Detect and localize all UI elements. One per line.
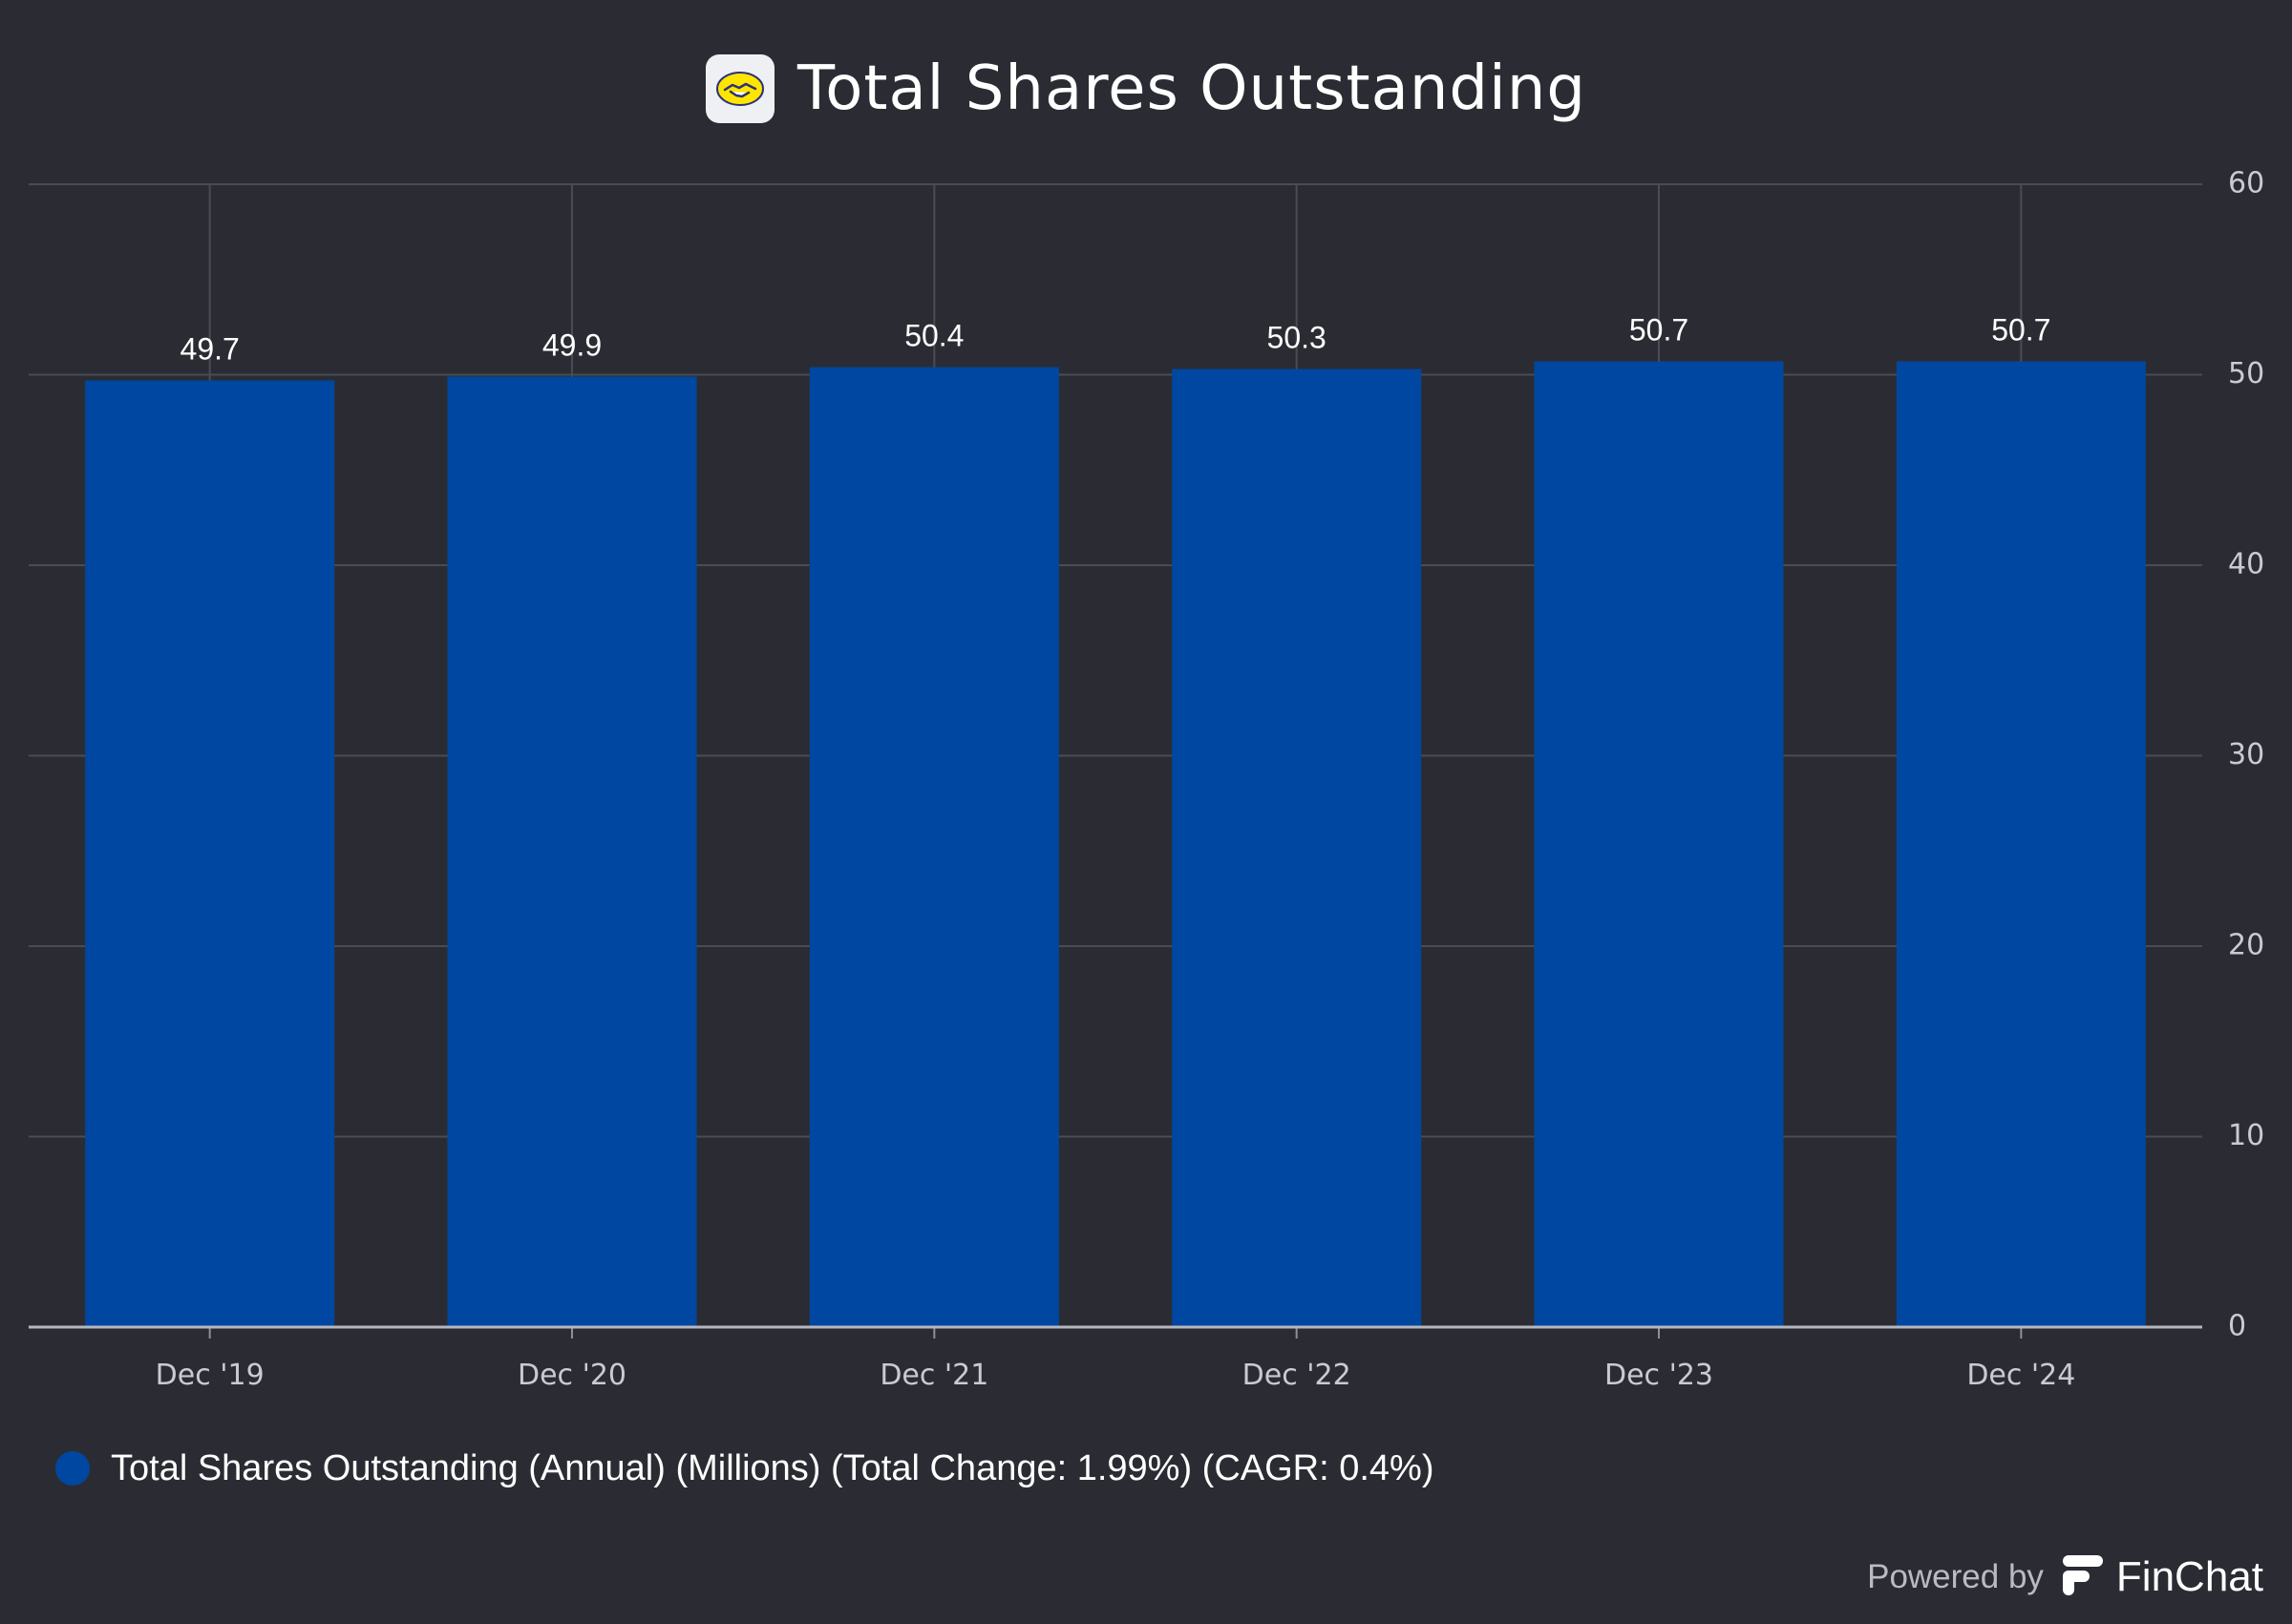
bar [447, 376, 697, 1327]
y-tick-label: 0 [2228, 1310, 2246, 1343]
x-tick-label: Dec '19 [156, 1359, 265, 1392]
bar-value-label: 50.3 [1267, 321, 1326, 355]
y-tick-label: 60 [2228, 167, 2264, 200]
chart-grid [29, 183, 2202, 1327]
y-tick-label: 30 [2228, 738, 2264, 771]
x-tick-label: Dec '21 [880, 1359, 988, 1392]
finchat-brand-name: FinChat [2115, 1553, 2263, 1600]
chart-x-axis: Dec '19 Dec '20 Dec '21 Dec '22 Dec '23 Dec '… [29, 1325, 2202, 1392]
x-tick-label: Dec '23 [1604, 1359, 1713, 1392]
handshake-logo-icon [705, 54, 775, 123]
x-tick-label: Dec '22 [1242, 1359, 1351, 1392]
bar-value-label: 50.7 [1629, 313, 1688, 348]
y-tick-label: 50 [2228, 357, 2264, 390]
powered-by-text: Powered by [1867, 1558, 2044, 1595]
chart-value-labels: 49.7 49.9 50.4 50.3 50.7 50.7 [180, 313, 2051, 367]
bar-value-label: 50.7 [1991, 313, 2050, 348]
chart-legend: Total Shares Outstanding (Annual) (Milli… [55, 1445, 1434, 1491]
chart-bars [85, 361, 2146, 1327]
legend-marker [55, 1451, 90, 1486]
chart-title: Total Shares Outstanding [796, 53, 1587, 124]
chart-y-axis: 0 10 20 30 40 50 60 [2228, 167, 2264, 1343]
x-tick-label: Dec '24 [1966, 1359, 2075, 1392]
bar [1896, 361, 2146, 1327]
bar-value-label: 50.4 [904, 319, 964, 353]
bar [1534, 361, 1784, 1327]
y-tick-label: 20 [2228, 929, 2264, 962]
x-tick-label: Dec '20 [518, 1359, 626, 1392]
bar [1172, 369, 1422, 1327]
chart-header: Total Shares Outstanding [0, 50, 2292, 128]
powered-by-footer[interactable]: Powered by FinChat [1867, 1550, 2263, 1604]
bar [809, 367, 1059, 1327]
bar-chart: 49.7 49.9 50.4 50.3 50.7 50.7 Dec '19 Dec '20 D… [29, 167, 2264, 1392]
y-tick-label: 40 [2228, 548, 2264, 581]
bar-value-label: 49.7 [180, 331, 240, 366]
finchat-logo-icon [2061, 1553, 2105, 1602]
y-tick-label: 10 [2228, 1119, 2264, 1152]
bar-value-label: 49.9 [542, 327, 602, 362]
legend-label: Total Shares Outstanding (Annual) (Milli… [111, 1447, 1434, 1488]
bar [85, 380, 335, 1327]
